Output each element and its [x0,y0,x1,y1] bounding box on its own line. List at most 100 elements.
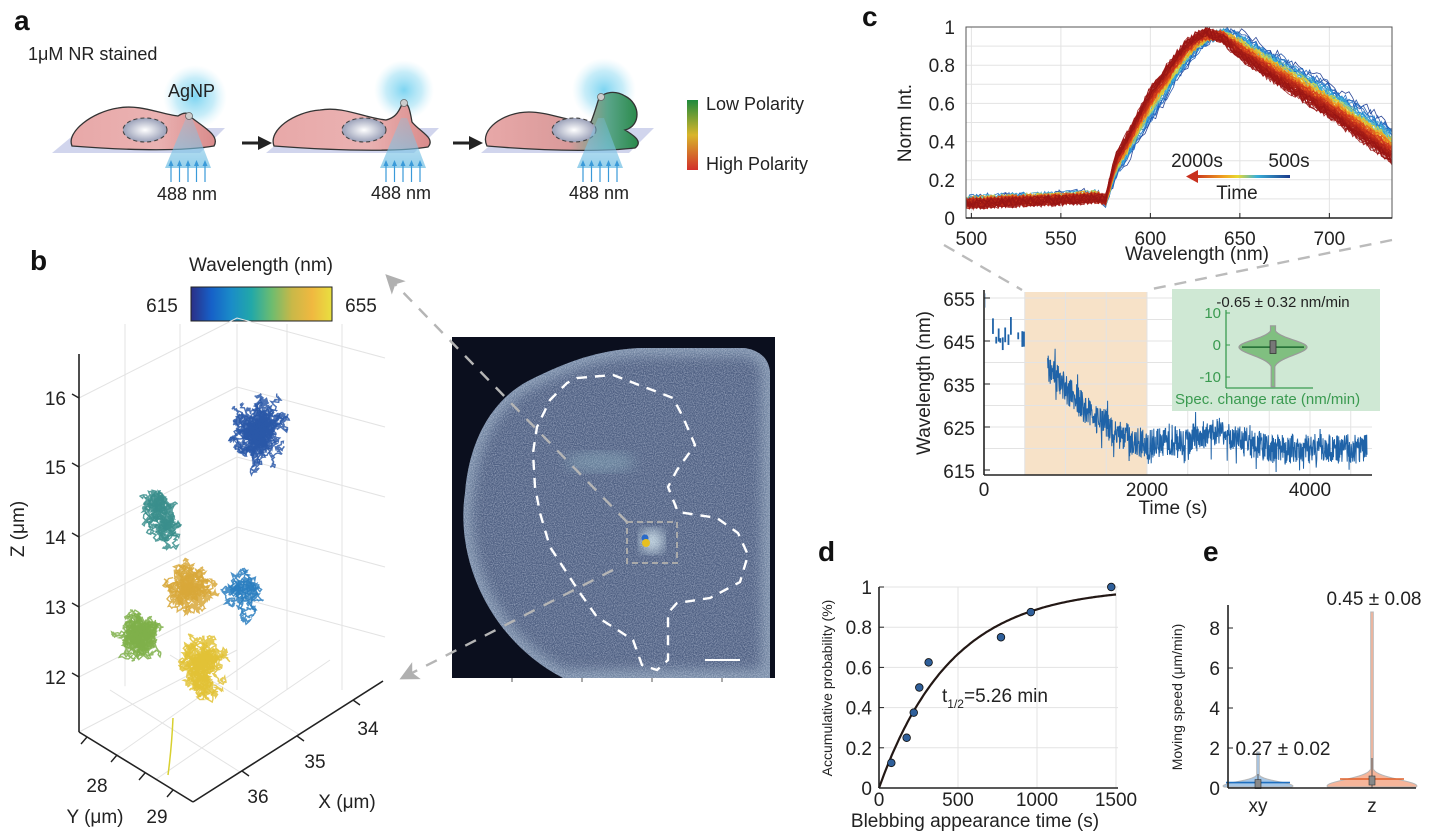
y-axis-ticks [80,699,361,798]
d-ticks: 0 500 1000 1500 0 0.2 0.4 0.6 0.8 1 [846,578,1138,811]
fluorescence-glow [163,65,227,129]
grid-line [78,526,238,608]
grid-line [78,596,238,678]
cell-illustration-1 [52,65,227,182]
d-y-tick: 0.2 [846,739,872,760]
spectra-x-tick: 500 [956,229,988,250]
x-tick-35: 35 [304,752,325,773]
category-xy: xy [1249,796,1269,817]
violin-z [1326,611,1418,788]
z-tick-mark [71,672,80,678]
x-axis-label: X (μm) [318,792,375,813]
excitation-label-1: 488 nm [157,184,217,204]
trace-x-tick: 4000 [1289,480,1331,501]
laser-beam [577,118,623,168]
roi-box [626,521,678,564]
inset-x-label: Spec. change rate (nm/min) [1175,391,1360,408]
trajectory-path [170,564,205,601]
data-point [915,683,924,692]
z-tick-mark [71,462,80,468]
e-y-tick: 0 [1209,779,1220,800]
spectra-y-tick: 0.4 [929,133,956,154]
e-y-tick: 2 [1209,739,1220,760]
spectra-x-label: Wavelength (nm) [1125,244,1269,265]
excitation-arrowhead-icon [589,160,594,166]
trace-y-label: Wavelength (nm) [914,311,935,455]
x-axis [192,680,384,803]
legend-title: Time [1216,183,1258,204]
violin-xy [1222,751,1294,788]
trace-y-tick: 635 [943,376,975,397]
cell-illustration-2 [266,60,439,182]
inset-ticks: -10 0 10 [1199,305,1230,386]
d-y-tick: 1 [861,578,872,599]
trajectory-path [177,657,210,688]
box-z [1368,775,1376,786]
e-ticks: 0 2 4 6 8 [1209,619,1233,800]
silver-nanoparticle-icon [597,93,605,101]
z-tick-label: 13 [45,598,66,619]
y-tick-29: 29 [146,807,167,828]
z-axis-label: Z (μm) [8,501,29,557]
inset-tick-label: 0 [1213,337,1221,354]
panel-b: b Wavelength (nm) 615 655 12 13 14 15 16 Z (… [8,245,386,828]
t-half-value: =5.26 min [964,686,1048,707]
data-point [1107,582,1116,592]
low-polarity-label: Low Polarity [706,94,804,114]
e-y-tick: 4 [1209,699,1220,720]
trace-y-tick: 625 [943,419,975,440]
particle-yellow [642,539,650,547]
spectra-y-tick: 0.2 [929,171,955,192]
e-violins [1222,611,1418,789]
grid-line [236,596,386,638]
inset-violin: -0.65 ± 0.32 nm/min -10 0 10 Spec. change … [1175,294,1360,408]
spectra-x-tick: 600 [1135,229,1167,250]
grid-line [78,386,238,468]
trace-x-label: Time (s) [1139,498,1208,519]
trace-ticks: 615 625 635 645 655 0 2000 4000 [943,290,1331,501]
z-tick-label: 15 [45,458,66,479]
fluorescence-glow [374,60,434,120]
zoom-arrow-bottom [399,568,614,680]
e-y-label: Moving speed (μm/min) [1169,624,1185,771]
inset-title: -0.65 ± 0.32 nm/min [1216,294,1349,311]
colorbar-title: Wavelength (nm) [189,255,333,276]
y-axis-label: Y (μm) [66,807,123,828]
stain-label: 1μM NR stained [28,44,157,64]
value-label-xy: 0.27 ± 0.02 [1236,739,1331,760]
time-arrow-head-icon [1186,170,1198,183]
excitation-arrowhead-icon [168,160,174,166]
cell-outline-dashed [531,373,750,672]
grid-line [236,317,386,359]
excitation-arrowhead-icon [597,160,603,166]
cell-region [463,348,770,678]
panel-label-c: c [862,1,878,32]
z-tick-label: 12 [45,668,66,689]
excitation-arrowhead-icon [580,160,586,166]
z-tick-label: 14 [45,528,67,549]
x-tick-34: 34 [357,719,379,740]
grid-line [236,526,386,568]
trajectory-path [246,403,285,469]
grid-line [154,659,331,781]
spectra-y-tick: 0.6 [929,94,955,115]
agnp-label: AgNP [168,81,215,101]
spectra-y-tick: 0 [944,209,955,230]
trajectory-path [147,494,181,540]
cell-illustrations [52,58,654,182]
y-tick-28: 28 [86,776,107,797]
t-half-base: t [942,686,948,707]
excitation-arrowhead-icon [400,160,406,166]
z-tick-mark [71,532,80,538]
panel-d: d 0 500 1000 1500 0 0.2 0.4 0.6 0.8 1 t1/2=5.26 m… [818,536,1137,832]
value-label-z: 0.45 ± 0.08 [1327,589,1422,610]
excitation-arrowhead-icon [409,160,414,166]
excitation-arrowhead-icon [606,160,611,166]
trajectory-path [182,584,220,617]
trace-x-tick: 0 [979,480,990,501]
trace-y-tick: 655 [943,290,975,311]
excitation-arrowhead-icon [185,160,191,166]
d-y-tick: 0.6 [846,658,872,679]
trace-y-tick: 645 [943,333,975,354]
